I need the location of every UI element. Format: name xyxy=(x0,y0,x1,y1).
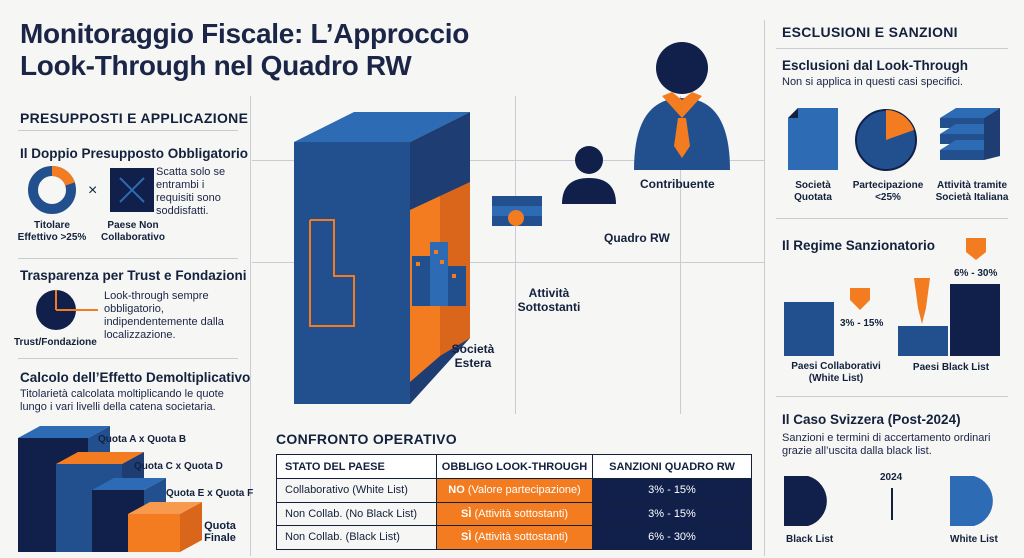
timeline-divider xyxy=(891,488,893,520)
esclusioni-heading: Esclusioni dal Look-Through xyxy=(782,58,969,73)
esclusioni-text: Non si applica in questi casi specifici. xyxy=(782,76,963,88)
divider xyxy=(776,396,1008,397)
doppio-text: Scatta solo se entrambi i requisiti sono… xyxy=(156,166,226,217)
cell-obbligo: NO (Valore partecipazione) xyxy=(436,478,593,503)
cash-stack-icon xyxy=(492,196,542,226)
label-contribuente: Contribuente xyxy=(640,177,715,191)
label-attivita-italiana: Attività tramite Società Italiana xyxy=(935,180,1009,203)
trust-pie-icon xyxy=(36,290,98,330)
divider xyxy=(680,96,681,414)
page-title: Monitoraggio Fiscale: L’Approccio Look-T… xyxy=(20,18,470,81)
person-icon xyxy=(562,146,616,204)
svizzera-text: Sanzioni e termini di accertamento ordin… xyxy=(782,432,991,457)
cell-stato: Non Collab. (No Black List) xyxy=(276,501,437,526)
confronto-table: STATO DEL PAESE OBBLIGO LOOK-THROUGH SAN… xyxy=(276,454,752,550)
divider xyxy=(764,20,765,556)
cell-obbligo: SÌ (Attività sottostanti) xyxy=(436,501,593,526)
contribuente-avatar-icon xyxy=(634,42,730,170)
divider xyxy=(18,358,238,359)
sanzioni-bar-chart xyxy=(784,238,1000,356)
table-header-row: STATO DEL PAESE OBBLIGO LOOK-THROUGH SAN… xyxy=(276,454,752,479)
buildings-icon xyxy=(412,242,466,306)
trust-text: Look-through sempre obbligatorio, indipe… xyxy=(104,290,224,341)
cell-sanzioni: 6% - 30% xyxy=(592,525,752,550)
doppio-heading: Il Doppio Presupposto Obbligatorio xyxy=(20,146,248,161)
table-row: Collaborativo (White List) NO (Valore pa… xyxy=(276,478,752,503)
divider xyxy=(776,218,1008,219)
section-title-presupposti: PRESUPPOSTI E APPLICAZIONE xyxy=(20,110,249,126)
cell-sanzioni: 3% - 15% xyxy=(592,501,752,526)
col-stato: STATO DEL PAESE xyxy=(276,454,437,479)
step-label-3: Quota E x Quota F xyxy=(166,488,254,499)
divider xyxy=(252,262,764,263)
label-white-list: White List xyxy=(950,534,998,545)
table-row: Non Collab. (No Black List) SÌ (Attività… xyxy=(276,501,752,526)
document-icon xyxy=(788,108,838,170)
label-quadro-rw: Quadro RW xyxy=(604,231,670,245)
label-trust: Trust/Fondazione xyxy=(14,337,97,348)
label-quotata: Società Quotata xyxy=(794,180,832,203)
cell-stato: Collaborativo (White List) xyxy=(276,478,437,503)
step-label-1: Quota A x Quota B xyxy=(98,434,187,445)
col-obbligo: OBBLIGO LOOK-THROUGH xyxy=(436,454,593,479)
cell-stato: Non Collab. (Black List) xyxy=(276,525,437,550)
white-label: Paesi Collaborativi (White List) xyxy=(791,361,881,384)
calcolo-text: Titolarietà calcolata moltiplicando le q… xyxy=(20,388,224,413)
paese-cross-icon xyxy=(110,168,154,212)
label-black-list: Black List xyxy=(786,534,834,545)
cell-sanzioni: 3% - 15% xyxy=(592,478,752,503)
divider xyxy=(18,258,238,259)
section-title-esclusioni: ESCLUSIONI E SANZIONI xyxy=(782,24,958,40)
titolare-donut-icon xyxy=(28,166,76,214)
divider xyxy=(776,48,1008,49)
divider xyxy=(252,160,764,161)
step-label-4: Quota Finale xyxy=(204,520,236,544)
black-range: 6% - 30% xyxy=(954,268,998,279)
black-list-shape-icon xyxy=(784,476,827,526)
confronto-heading: CONFRONTO OPERATIVO xyxy=(276,431,457,447)
stair-chart-icon xyxy=(18,426,202,552)
stack-icon xyxy=(940,108,1000,160)
calcolo-heading: Calcolo dell’Effetto Demoltiplicativo xyxy=(20,370,251,385)
white-list-shape-icon xyxy=(950,476,993,526)
label-titolare: Titolare Effettivo >25% xyxy=(17,220,87,243)
label-partecipazione: Partecipazione <25% xyxy=(852,180,924,203)
label-attivita: Attività Sottostanti xyxy=(517,286,581,314)
table-row: Non Collab. (Black List) SÌ (Attività so… xyxy=(276,525,752,550)
white-range: 3% - 15% xyxy=(840,318,884,329)
svizzera-heading: Il Caso Svizzera (Post-2024) xyxy=(782,412,961,427)
regime-heading: Il Regime Sanzionatorio xyxy=(782,238,936,253)
pie-icon xyxy=(855,109,917,171)
label-paese: Paese Non Collaborativo xyxy=(101,220,165,243)
times-symbol: × xyxy=(88,182,98,199)
divider xyxy=(250,96,251,556)
label-societa: Società Estera xyxy=(451,342,495,370)
svizzera-year: 2024 xyxy=(880,472,903,483)
trust-heading: Trasparenza per Trust e Fondazioni xyxy=(20,268,247,283)
black-label: Paesi Black List xyxy=(912,362,990,373)
cell-obbligo: SÌ (Attività sottostanti) xyxy=(436,525,593,550)
col-sanzioni: SANZIONI QUADRO RW xyxy=(592,454,752,479)
divider xyxy=(18,130,238,131)
divider xyxy=(515,96,516,414)
step-label-2: Quota C x Quota D xyxy=(134,461,223,472)
